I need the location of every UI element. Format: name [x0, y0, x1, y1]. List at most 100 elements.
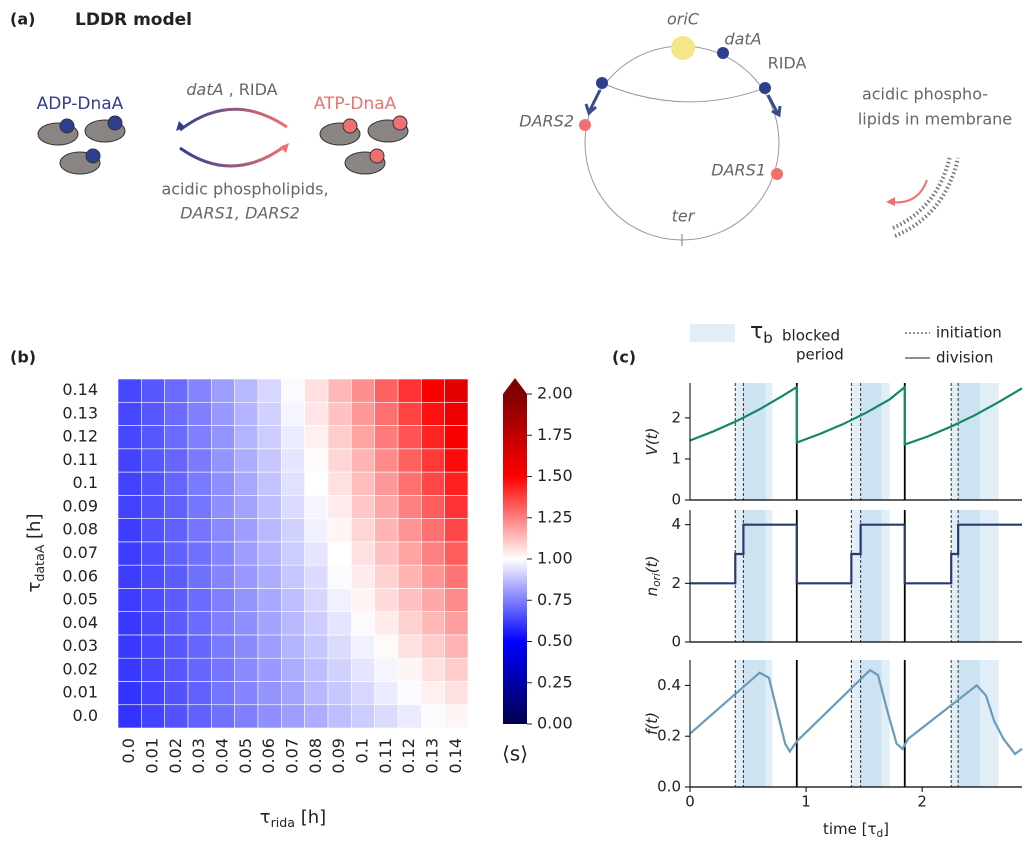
y-tick-label: 0.08 — [62, 520, 98, 539]
heat-cell — [141, 448, 165, 473]
heat-cell — [444, 681, 469, 706]
label-part: f(t) — [643, 712, 661, 735]
colorbar-tick-label: 0.00 — [537, 714, 573, 733]
panel-label: (a) — [10, 10, 35, 29]
x-tick-label: 0.14 — [446, 738, 465, 774]
heat-cell — [374, 704, 399, 729]
heat-cell — [444, 448, 469, 473]
y-tick-label: 0.07 — [62, 543, 98, 562]
heat-cell — [304, 378, 329, 403]
heat-cell — [397, 704, 422, 729]
heat-cell — [351, 541, 375, 566]
heat-cell — [257, 541, 282, 566]
heat-cell — [211, 541, 235, 566]
heat-cell — [304, 495, 329, 519]
adp-label: ADP-DnaA — [37, 94, 124, 114]
panel-label: (c) — [612, 348, 636, 367]
colorbar-tick-label: 1.75 — [537, 425, 573, 444]
heat-cell — [421, 704, 445, 729]
label-part: time [τ — [823, 820, 877, 838]
colorbar-label: ⟨s⟩ — [502, 742, 528, 766]
heat-cell — [374, 518, 399, 543]
series-line — [690, 523, 1022, 585]
heat-cell — [211, 401, 235, 426]
heat-cell — [164, 425, 189, 450]
fork-marker — [759, 82, 771, 94]
heat-cell — [141, 657, 165, 682]
heat-cell — [374, 495, 399, 519]
arrow-head — [280, 143, 289, 153]
heat-cell — [164, 681, 189, 706]
heat-cell — [211, 448, 235, 473]
y-tick-label: 0.13 — [62, 403, 98, 422]
heat-cell — [141, 471, 165, 496]
y-tick-label: 0.03 — [62, 636, 98, 655]
label-part: d — [877, 828, 884, 840]
legend-label: blocked — [782, 327, 840, 345]
heat-cell — [327, 495, 352, 519]
heat-cell — [421, 401, 445, 426]
label-part: [h] — [295, 807, 326, 828]
blocked-span — [951, 383, 981, 500]
heat-cell — [234, 541, 259, 566]
y-tick-label: 0.4 — [657, 676, 681, 694]
heat-cell — [281, 448, 305, 473]
heat-cell — [397, 448, 422, 473]
heat-cell — [327, 634, 352, 659]
heat-cell — [141, 425, 165, 450]
heat-cell — [327, 588, 352, 612]
membrane-label: lipids in membrane — [858, 110, 1012, 129]
colorbar-tick-label: 1.00 — [537, 549, 573, 568]
heat-cell — [234, 495, 259, 519]
heat-cell — [117, 495, 142, 519]
heat-cell — [257, 564, 282, 589]
heat-cell — [141, 634, 165, 659]
heat-cell — [444, 495, 469, 519]
heat-cell — [374, 634, 399, 659]
heat-cell — [374, 588, 399, 612]
dars2-label: DARS2 — [519, 112, 574, 131]
blocked-span — [951, 510, 981, 642]
heat-cell — [257, 704, 282, 729]
label-part: (t) — [643, 556, 661, 574]
heat-cell — [187, 588, 212, 612]
label-part: ori — [651, 573, 663, 587]
heat-cell — [351, 588, 375, 612]
heat-cell — [117, 588, 142, 612]
colorbar-tick-label: 0.50 — [537, 631, 573, 650]
heat-cell — [141, 704, 165, 729]
y-tick-label: 0.05 — [62, 590, 98, 609]
colorbar-extend — [503, 378, 527, 394]
heat-cell — [327, 681, 352, 706]
label-part: [h] — [24, 513, 45, 544]
heat-cell — [444, 471, 469, 496]
atp-label: ATP-DnaA — [314, 94, 397, 114]
heat-cell — [234, 657, 259, 682]
heat-cell — [187, 611, 212, 636]
axis-label: f(t) — [643, 712, 661, 735]
heat-cell — [281, 611, 305, 636]
heat-cell — [117, 657, 142, 682]
y-tick-label: 2 — [671, 408, 681, 426]
heat-cell — [234, 681, 259, 706]
heat-cell — [421, 634, 445, 659]
dars1-marker — [771, 168, 783, 180]
heat-cell — [374, 425, 399, 450]
heat-cell — [374, 564, 399, 589]
heat-cell — [327, 541, 352, 566]
heat-cell — [164, 378, 189, 403]
heat-cell — [234, 425, 259, 450]
heat-cell — [164, 588, 189, 612]
heat-cell — [327, 401, 352, 426]
x-tick-label: 0.09 — [329, 738, 348, 774]
heat-cell — [444, 518, 469, 543]
heat-cell — [421, 425, 445, 450]
x-tick-label: 0.05 — [236, 738, 255, 774]
heat-cell — [234, 401, 259, 426]
heat-cell — [117, 564, 142, 589]
heat-cell — [117, 704, 142, 729]
blocked-span — [851, 383, 882, 500]
heat-cell — [117, 611, 142, 636]
heat-cell — [164, 657, 189, 682]
heat-cell — [304, 611, 329, 636]
